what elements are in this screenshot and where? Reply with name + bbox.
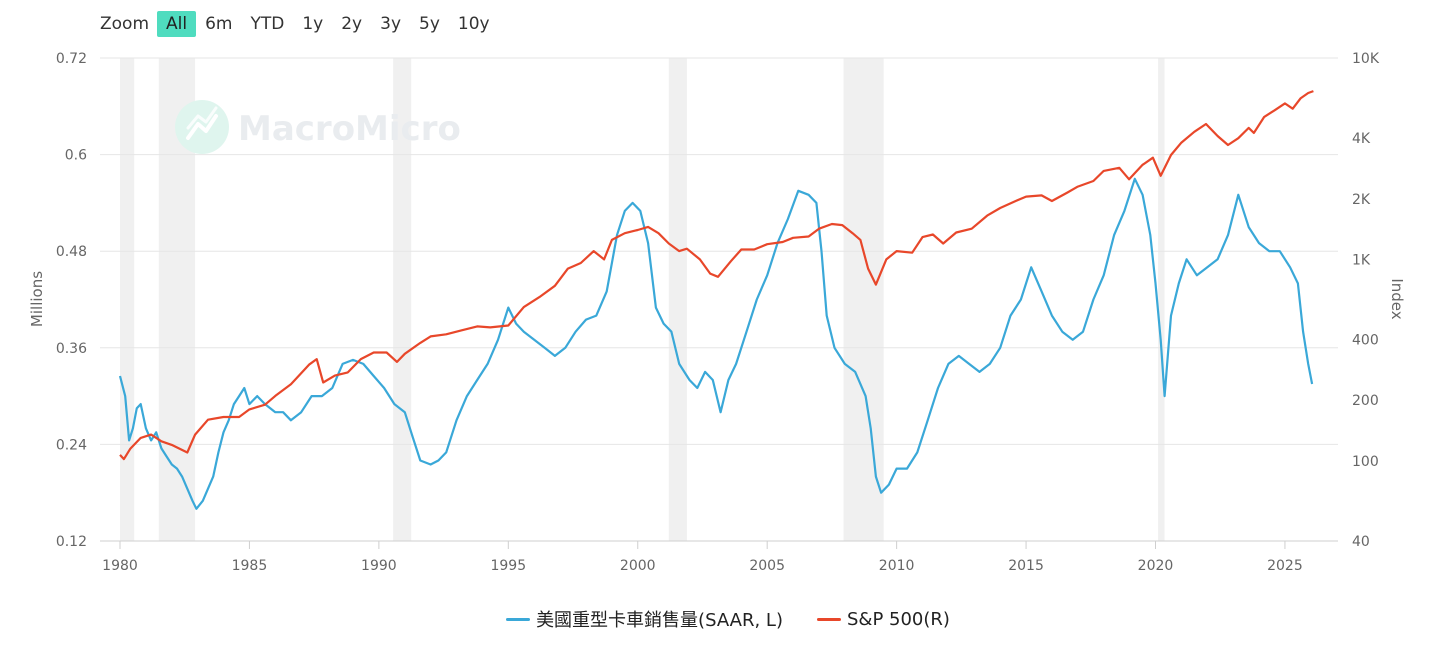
watermark: MacroMicro: [175, 100, 461, 154]
watermark-text: MacroMicro: [238, 109, 461, 149]
chart-area: MacroMicro 0.12 0.24 0.36 0.48 0.6 0.72 40 100…: [28, 51, 1406, 574]
x-tick-label: 2000: [620, 558, 656, 574]
series-line-sp500[interactable]: [119, 90, 1314, 461]
zoom-button-1y[interactable]: 1y: [302, 14, 324, 34]
y-right-tick-label: 1K: [1352, 252, 1371, 268]
legend-swatch-heavy-truck-sales: [506, 617, 531, 621]
zoom-button-2y[interactable]: 2y: [341, 14, 363, 34]
recession-band: [120, 58, 135, 541]
y-right-tick-label: 40: [1352, 534, 1370, 550]
series-line-heavy-truck-sales[interactable]: [118, 177, 1314, 510]
y-right-tick-label: 4K: [1352, 131, 1371, 147]
y-left-tick-label: 0.12: [56, 534, 87, 550]
y-right-tick-label: 100: [1352, 454, 1379, 470]
x-tick-label: 2020: [1138, 558, 1174, 574]
x-tick-label: 1995: [490, 558, 526, 574]
x-tick-label: 2005: [749, 558, 785, 574]
y-axis-right-title: Index: [1388, 278, 1406, 319]
legend-label-sp500: S&P 500(R): [846, 608, 950, 630]
y-left-tick-label: 0.6: [65, 148, 87, 164]
zoom-button-5y[interactable]: 5y: [419, 14, 440, 34]
zoom-button-10y[interactable]: 10y: [457, 14, 490, 34]
recession-band: [843, 58, 884, 541]
x-tick-label: 2025: [1267, 558, 1303, 574]
legend-item-sp500[interactable]: S&P 500(R): [816, 606, 950, 632]
x-tick-label: 1990: [361, 558, 397, 574]
series-lines: [118, 90, 1314, 510]
y-right-tick-label: 400: [1352, 333, 1379, 349]
zoom-button-all[interactable]: All: [157, 11, 197, 37]
zoom-label: Zoom: [100, 14, 150, 34]
y-left-tick-label: 0.24: [56, 437, 87, 453]
x-tick-label: 1985: [232, 558, 268, 574]
zoom-button-ytd[interactable]: YTD: [250, 14, 285, 34]
y-axis-left-title: Millions: [28, 271, 46, 327]
zoom-button-3y[interactable]: 3y: [380, 14, 402, 34]
y-axis-right: 40 100 200 400 1K 2K 4K 10K: [1352, 51, 1380, 550]
x-tick-label: 1980: [102, 558, 138, 574]
x-tick-label: 2015: [1008, 558, 1044, 574]
legend-item-heavy-truck-sales[interactable]: 美國重型卡車銷售量(SAAR, L): [506, 606, 783, 632]
recession-band: [668, 58, 687, 541]
legend-label-heavy-truck-sales: 美國重型卡車銷售量(SAAR, L): [536, 610, 783, 631]
recession-band: [1158, 58, 1165, 541]
legend: 美國重型卡車銷售量(SAAR, L) S&P 500(R): [0, 606, 1456, 632]
y-left-tick-label: 0.72: [56, 51, 87, 67]
x-axis: 1980 1985 1990 1995 2000 2005 2010 2015 2020 2025: [100, 540, 1338, 574]
y-left-tick-label: 0.48: [56, 244, 87, 260]
macromicro-logo-icon: [175, 100, 229, 154]
y-right-tick-label: 10K: [1352, 51, 1380, 67]
x-tick-label: 2010: [879, 558, 915, 574]
zoom-button-6m[interactable]: 6m: [205, 14, 233, 34]
zoom-bar: Zoom All 6m YTD 1y 2y 3y 5y 10y: [100, 8, 499, 40]
legend-swatch-sp500: [816, 617, 841, 621]
y-right-tick-label: 2K: [1352, 192, 1371, 208]
y-right-tick-label: 200: [1352, 393, 1379, 409]
y-left-tick-label: 0.36: [56, 341, 87, 357]
y-axis-left: 0.12 0.24 0.36 0.48 0.6 0.72: [56, 51, 87, 550]
